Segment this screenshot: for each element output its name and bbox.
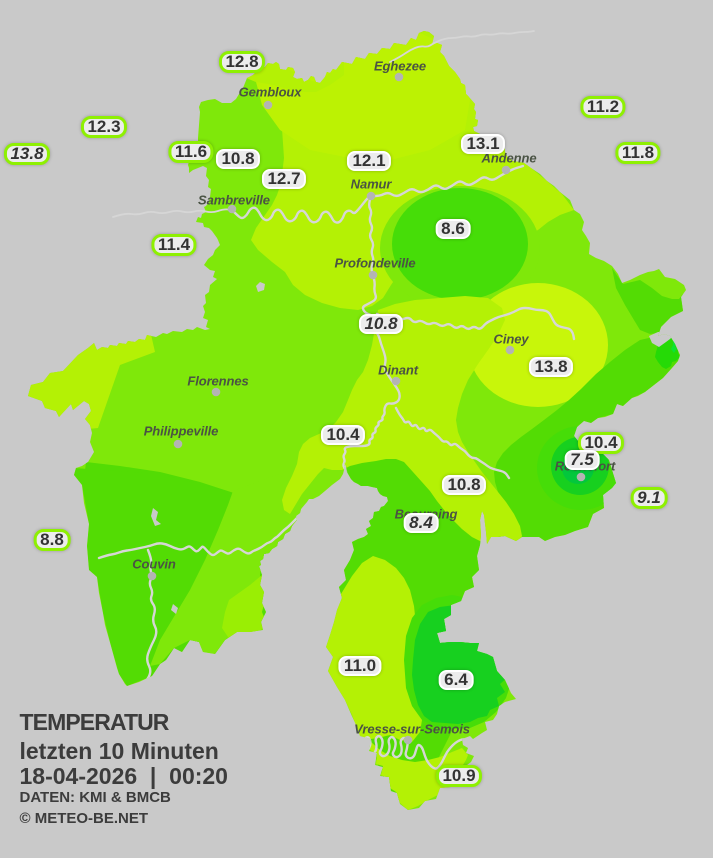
svg-text:Eghezee: Eghezee (374, 59, 426, 74)
svg-text:Dinant: Dinant (378, 363, 419, 378)
svg-text:Sambreville: Sambreville (198, 193, 270, 208)
svg-text:Philippeville: Philippeville (144, 424, 219, 439)
svg-text:Gembloux: Gembloux (239, 85, 303, 100)
svg-text:Andenne: Andenne (481, 151, 537, 166)
svg-text:Namur: Namur (351, 177, 393, 192)
svg-text:Profondeville: Profondeville (334, 256, 415, 271)
svg-text:Ciney: Ciney (494, 332, 530, 347)
svg-text:Florennes: Florennes (187, 374, 248, 389)
svg-text:Couvin: Couvin (132, 557, 176, 572)
svg-text:Vresse-sur-Semois: Vresse-sur-Semois (354, 722, 470, 737)
